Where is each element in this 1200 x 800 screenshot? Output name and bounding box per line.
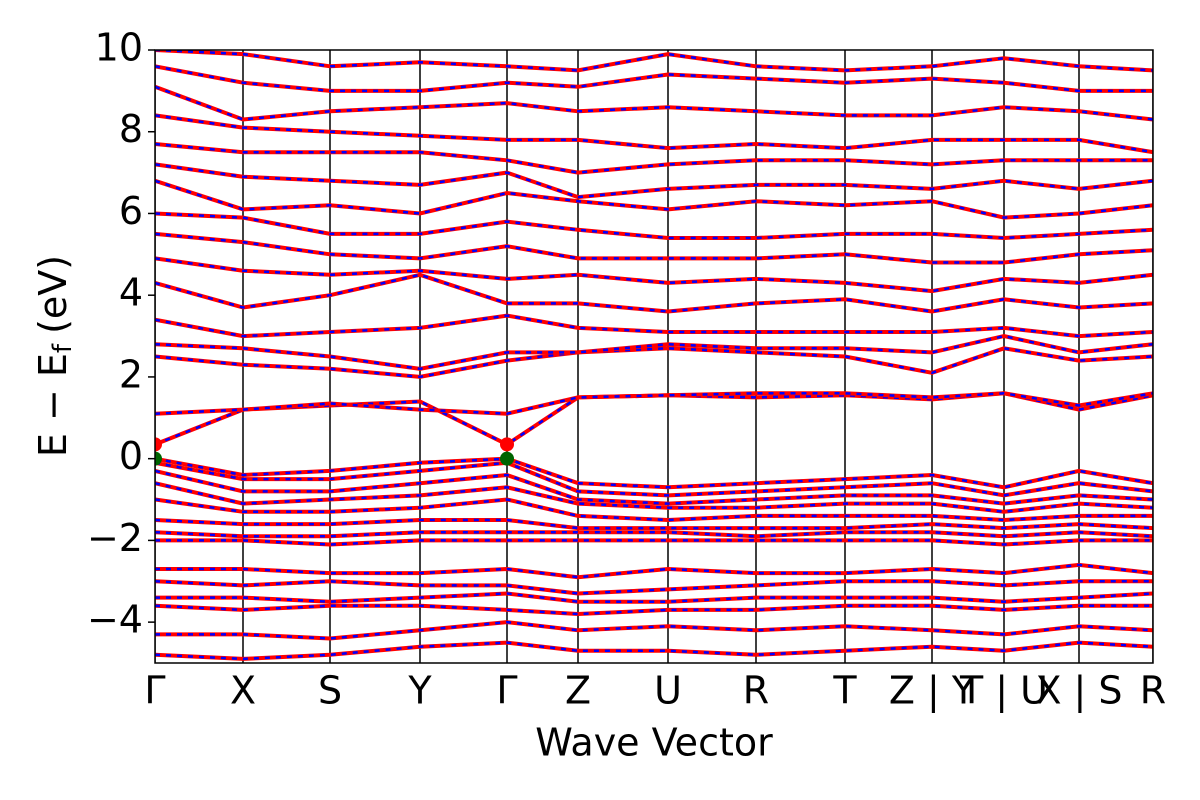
x-tick-label: Γ: [496, 669, 517, 713]
band-line-overlay: [155, 469, 1153, 505]
y-axis-label-sub: f: [48, 343, 78, 353]
band-line-overlay: [155, 518, 1153, 530]
band-line-overlay: [155, 392, 1153, 415]
band-line-overlay: [155, 563, 1153, 579]
band-line: [155, 50, 1153, 73]
band-line: [155, 346, 1153, 379]
band-line: [155, 334, 1153, 371]
band-line-overlay: [155, 232, 1153, 264]
y-tick-label: 10: [95, 26, 143, 70]
y-tick-label: 2: [119, 352, 143, 396]
band-line-overlay: [155, 641, 1153, 661]
x-tick-label: S: [318, 669, 342, 713]
x-tick-label: T: [832, 669, 857, 713]
y-tick-label: 8: [119, 107, 143, 151]
band-line-overlay: [155, 85, 1153, 121]
y-tick-label: −4: [87, 598, 143, 642]
y-tick-label: −2: [87, 516, 143, 560]
x-tick-label: X | S: [1035, 669, 1122, 714]
y-tick-label: 0: [119, 434, 143, 478]
y-tick-label: 4: [119, 271, 143, 315]
extremum-marker: [155, 437, 162, 452]
band-line-overlay: [155, 65, 1153, 93]
x-tick-label: R: [1140, 669, 1166, 713]
x-tick-label: Z: [565, 669, 591, 713]
band-line-overlay: [155, 212, 1153, 240]
extremum-marker: [500, 437, 514, 452]
band-line-overlay: [155, 592, 1153, 603]
band-line-overlay: [155, 114, 1153, 154]
x-tick-label: Γ: [144, 669, 165, 713]
x-tick-label: U: [654, 669, 682, 713]
y-tick-label: 6: [119, 189, 143, 233]
band-line-overlay: [155, 457, 1153, 489]
band-line-overlay: [155, 539, 1153, 546]
x-tick-label: Y: [407, 669, 432, 713]
x-tick-label: Z | Y: [889, 669, 976, 714]
y-axis-label-unit: (eV): [31, 255, 75, 334]
band-line-overlay: [155, 163, 1153, 199]
extremum-marker: [500, 451, 514, 466]
band-line: [155, 256, 1153, 294]
band-line-overlay: [155, 179, 1153, 219]
y-axis-label: E − Ef (eV): [31, 255, 78, 457]
x-tick-label: T | U: [959, 669, 1048, 714]
band-line-overlay: [155, 273, 1153, 313]
x-tick-label: R: [743, 669, 769, 713]
band-line-overlay: [155, 580, 1153, 595]
band-line-overlay: [155, 481, 1153, 514]
band-line-overlay: [155, 530, 1153, 538]
band-line-overlay: [155, 604, 1153, 616]
band-line: [155, 497, 1153, 523]
x-tick-label: X: [230, 669, 256, 713]
plot-area: [155, 50, 1153, 663]
band-line-overlay: [155, 142, 1153, 174]
y-axis-label-main: E − E: [31, 353, 75, 457]
band-line-overlay: [155, 314, 1153, 338]
extremum-marker: [155, 451, 162, 466]
axes-frame: [154, 49, 1154, 664]
band-line-overlay: [155, 461, 1153, 497]
x-axis-label: Wave Vector: [535, 721, 773, 765]
band-line-overlay: [155, 620, 1153, 640]
